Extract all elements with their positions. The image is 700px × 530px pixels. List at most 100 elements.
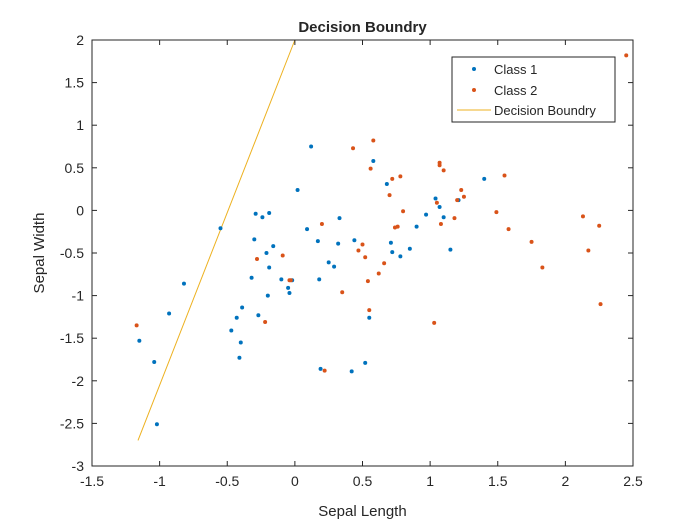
x-tick-label: 1 <box>426 473 434 489</box>
class-1-point <box>279 277 284 282</box>
class-2-point <box>387 193 392 198</box>
class-1-point <box>390 250 395 255</box>
class-1-point <box>424 212 429 217</box>
class-2-point <box>395 224 400 229</box>
ticks-layer: -1.5 -1 -0.5 0 0.5 1 1.5 2 2.5 -3 -2.5 -2 -1.5 -1 -0.5… <box>60 32 643 489</box>
y-tick-label: -2 <box>72 373 85 389</box>
class-1-point <box>267 210 272 215</box>
class-2-point <box>461 194 466 199</box>
class-1-point <box>441 215 446 220</box>
class-2-point <box>376 271 381 276</box>
class-2-point <box>624 53 629 58</box>
class-2-point <box>382 261 387 266</box>
y-tick-label: -2.5 <box>60 415 84 431</box>
class-1-point <box>260 215 265 220</box>
class-1-point <box>218 226 223 231</box>
class-2-point <box>134 323 139 328</box>
class-1-point <box>264 251 269 255</box>
class-2-point <box>437 163 442 168</box>
class-2-point <box>363 255 368 260</box>
class-2-point <box>529 239 534 244</box>
legend-label-class-2: Class 2 <box>494 83 537 98</box>
legend-marker-class-1 <box>472 67 476 71</box>
class-1-point <box>414 224 419 229</box>
class-1-point <box>318 366 323 371</box>
class-2-point <box>356 248 361 253</box>
class-1-point <box>267 265 272 270</box>
class-1-point <box>154 422 159 427</box>
legend-label-boundary: Decision Boundry <box>494 103 596 118</box>
class-2-point <box>351 146 356 151</box>
class-1-point <box>287 291 292 296</box>
class-1-point <box>137 338 142 343</box>
class-2-point <box>597 223 602 228</box>
class-1-point <box>152 360 157 365</box>
class-1-point <box>238 340 243 345</box>
y-tick-label: -1 <box>72 288 85 304</box>
class-2-point <box>360 242 365 247</box>
class-1-point <box>295 187 300 192</box>
x-tick-label: 1.5 <box>488 473 508 489</box>
class-1-point <box>433 196 438 201</box>
class-2-point <box>441 168 446 173</box>
class-2-point <box>494 210 499 215</box>
class-2-point <box>368 166 373 171</box>
class-1-point <box>437 204 442 209</box>
class-1-point <box>286 285 291 290</box>
class-1-point <box>363 360 368 365</box>
class-1-point <box>265 293 270 298</box>
x-tick-label: -1.5 <box>80 473 104 489</box>
y-tick-label: -1.5 <box>60 330 84 346</box>
y-axis-label: Sepal Width <box>31 213 48 294</box>
class-2-point <box>390 176 395 181</box>
legend-box <box>451 56 616 123</box>
class-1-point <box>367 315 372 320</box>
x-tick-label: 0 <box>291 473 299 489</box>
decision-boundary-line <box>137 39 296 441</box>
class-2-point <box>580 214 585 219</box>
class-1-point <box>315 239 320 244</box>
y-tick-label: 0.5 <box>65 160 85 176</box>
class-1-point <box>337 216 342 221</box>
x-axis-label: Sepal Length <box>318 503 406 520</box>
class-2-point <box>459 187 464 192</box>
legend: Class 1 Class 2 Decision Boundry <box>451 56 616 123</box>
x-tick-label: -0.5 <box>215 473 239 489</box>
class-2-point <box>288 278 293 283</box>
class-1-point <box>317 277 322 282</box>
x-tick-label: 2 <box>561 473 569 489</box>
class-1-point <box>388 240 393 245</box>
class-2-point <box>371 138 376 143</box>
class-1-point <box>249 275 254 280</box>
class-2-point <box>398 174 403 179</box>
class-1-point <box>349 369 354 374</box>
class-1-point <box>167 311 172 316</box>
class-1-point <box>384 181 389 186</box>
y-tick-label: 2 <box>76 32 84 48</box>
legend-marker-class-2 <box>472 88 476 92</box>
class-1-point <box>371 158 376 163</box>
class-1-point <box>309 144 314 149</box>
class-2-point <box>263 320 268 325</box>
class-1-point <box>398 254 403 259</box>
class-2-point <box>506 227 511 232</box>
class-1-point <box>352 238 357 243</box>
class-2-point <box>367 308 372 313</box>
x-tick-label: 0.5 <box>353 473 373 489</box>
class-1-point <box>482 176 487 181</box>
class-2-point <box>455 198 460 203</box>
class-1-point <box>256 313 261 318</box>
y-tick-label: 1.5 <box>65 75 85 91</box>
class-1-point <box>271 244 276 249</box>
class-1-point <box>237 355 242 360</box>
class-2-point <box>438 222 443 227</box>
x-tick-label: -1 <box>153 473 166 489</box>
points-layer <box>134 53 629 427</box>
y-tick-label: 1 <box>76 117 84 133</box>
class-2-point <box>365 279 370 284</box>
class-1-point <box>305 227 310 232</box>
class-2-point <box>319 222 324 227</box>
axes-box <box>91 39 634 467</box>
x-tick-label: 2.5 <box>623 473 643 489</box>
